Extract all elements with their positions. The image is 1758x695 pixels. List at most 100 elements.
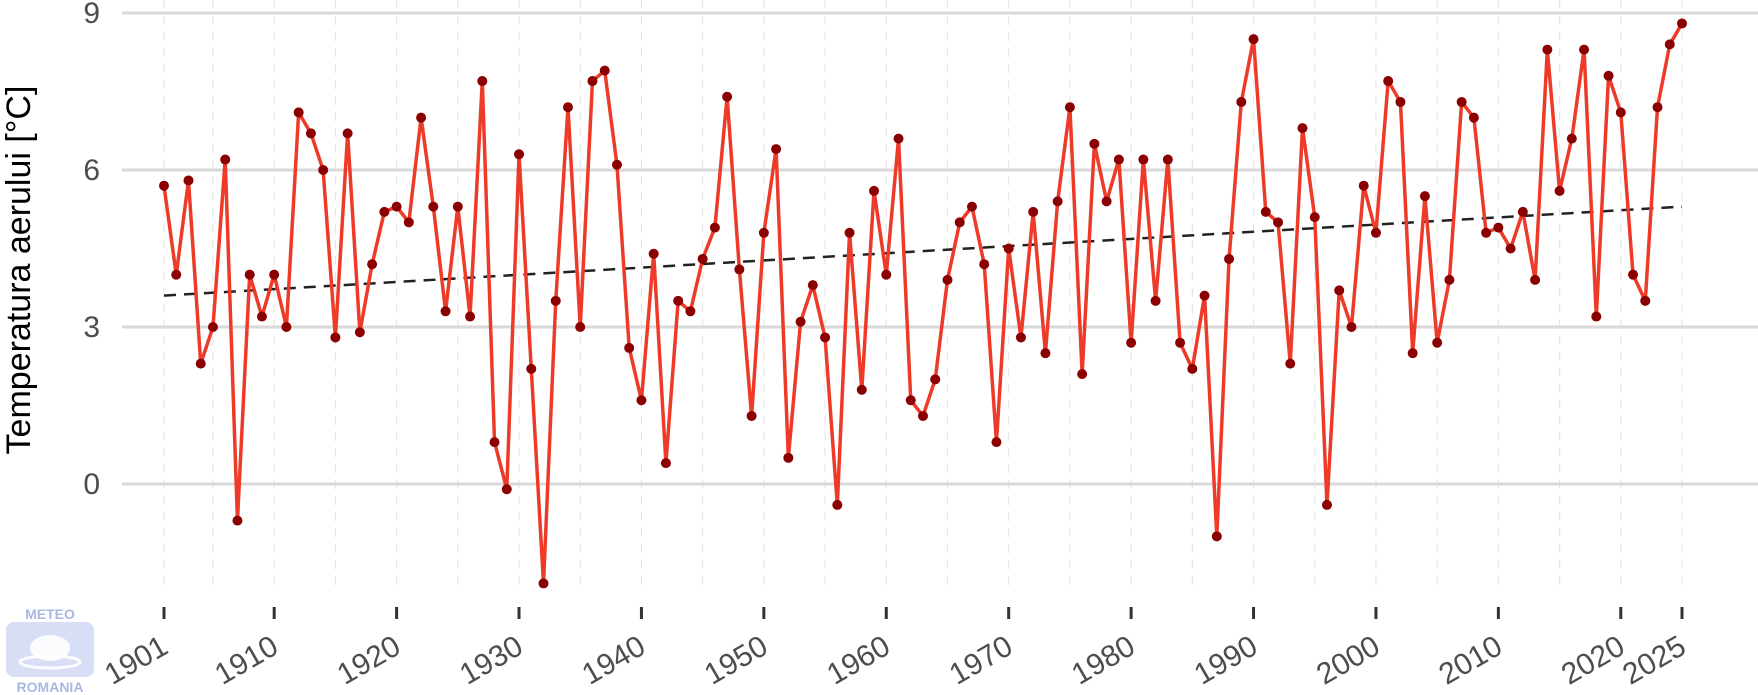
data-point-1912 (293, 107, 304, 118)
data-point-1939 (624, 342, 635, 353)
data-point-1957 (844, 227, 855, 238)
data-point-2004 (1419, 191, 1430, 202)
x-axis-ticks (162, 607, 1684, 619)
data-point-1973 (1040, 348, 1051, 359)
data-point-1901 (159, 180, 169, 191)
logo-bottom-text: ROMANIA (17, 679, 84, 695)
data-point-1980 (1126, 337, 1137, 348)
y-axis-title: Temperatura aerului [°C] (0, 86, 38, 455)
data-point-1931 (526, 363, 537, 374)
data-point-2003 (1407, 348, 1418, 359)
y-tick-label-9: 9 (83, 0, 100, 30)
data-point-1944 (685, 306, 696, 317)
x-tick-label-2025: 2025 (1617, 629, 1691, 691)
data-point-1942 (660, 458, 671, 469)
data-point-1956 (832, 499, 843, 510)
data-point-1976 (1077, 369, 1088, 380)
data-point-1926 (465, 311, 476, 322)
data-point-1954 (807, 280, 818, 291)
data-point-1995 (1309, 212, 1320, 223)
data-point-1903 (183, 175, 194, 186)
data-point-1918 (367, 259, 378, 270)
logo-sun-shape (30, 635, 70, 661)
data-point-1919 (379, 206, 390, 217)
data-point-1966 (954, 217, 965, 228)
meteo-romania-logo: METEO ROMANIA (6, 606, 94, 695)
data-point-1941 (648, 248, 659, 259)
data-point-2024 (1664, 39, 1675, 50)
data-point-2008 (1468, 112, 1479, 123)
y-tick-label-3: 3 (83, 311, 100, 344)
data-point-1910 (269, 269, 280, 280)
x-tick-label-2020: 2020 (1556, 629, 1630, 691)
data-point-1914 (318, 165, 329, 175)
data-point-2012 (1517, 206, 1528, 217)
data-point-1936 (587, 76, 598, 87)
data-point-1971 (1015, 332, 1026, 343)
data-point-1994 (1297, 123, 1308, 134)
y-axis-tick-labels: 0 3 6 9 (83, 0, 100, 501)
data-point-1992 (1273, 217, 1284, 228)
data-point-2016 (1566, 133, 1577, 144)
data-point-1933 (550, 295, 561, 306)
data-point-1937 (599, 65, 610, 76)
data-point-2005 (1432, 337, 1443, 348)
data-point-1969 (991, 437, 1002, 448)
x-tick-label-1970: 1970 (944, 629, 1018, 691)
data-point-2001 (1383, 76, 1394, 87)
data-point-1989 (1236, 96, 1247, 107)
data-point-2015 (1554, 185, 1565, 196)
data-point-1977 (1089, 138, 1100, 149)
data-point-1911 (281, 322, 292, 332)
data-point-1923 (428, 201, 439, 212)
data-point-1915 (330, 332, 341, 343)
data-point-1925 (452, 201, 463, 212)
data-point-1934 (562, 102, 573, 113)
logo-ring-shape (18, 654, 82, 670)
data-point-1928 (489, 437, 500, 448)
x-tick-label-2000: 2000 (1311, 629, 1385, 691)
series-line (162, 22, 1684, 586)
data-point-1999 (1358, 180, 1369, 191)
data-point-1948 (734, 264, 745, 275)
data-point-1964 (930, 374, 941, 385)
data-point-1955 (820, 332, 831, 343)
data-point-1985 (1187, 363, 1198, 374)
minor-grid (163, 0, 1683, 585)
data-point-1983 (1162, 154, 1173, 165)
data-point-2007 (1456, 96, 1467, 107)
data-point-1961 (893, 133, 904, 144)
trend-line (163, 205, 1683, 297)
x-tick-label-1901: 1901 (99, 629, 173, 691)
data-point-1987 (1211, 531, 1222, 542)
data-point-2013 (1530, 274, 1541, 285)
data-point-1970 (1003, 243, 1014, 254)
data-point-1929 (501, 484, 512, 495)
data-point-2025 (1677, 18, 1687, 29)
x-axis-tick-labels: 1901 1910 1920 1930 1940 1950 1960 1970 1980 1990… (99, 629, 1691, 691)
data-point-1913 (305, 128, 316, 139)
data-point-1984 (1175, 337, 1186, 348)
data-point-1996 (1321, 499, 1332, 510)
data-point-2010 (1493, 222, 1504, 233)
data-point-1938 (611, 159, 622, 170)
x-tick-label-1920: 1920 (332, 629, 406, 691)
data-point-1959 (869, 185, 880, 196)
data-point-1988 (1224, 253, 1235, 264)
y-tick-label-0: 0 (83, 468, 100, 501)
data-point-1906 (220, 154, 231, 165)
data-point-1947 (722, 91, 733, 102)
data-point-1998 (1346, 322, 1357, 332)
data-points (159, 18, 1687, 589)
data-point-2020 (1615, 107, 1626, 118)
data-point-1993 (1285, 358, 1296, 369)
data-point-1940 (636, 395, 647, 406)
x-tick-label-1990: 1990 (1189, 629, 1263, 691)
data-point-1927 (477, 76, 488, 87)
data-point-1963 (918, 410, 928, 421)
data-point-1978 (1101, 196, 1112, 207)
x-tick-label-2010: 2010 (1434, 629, 1508, 691)
data-point-1930 (514, 149, 525, 160)
data-point-1932 (538, 578, 549, 589)
